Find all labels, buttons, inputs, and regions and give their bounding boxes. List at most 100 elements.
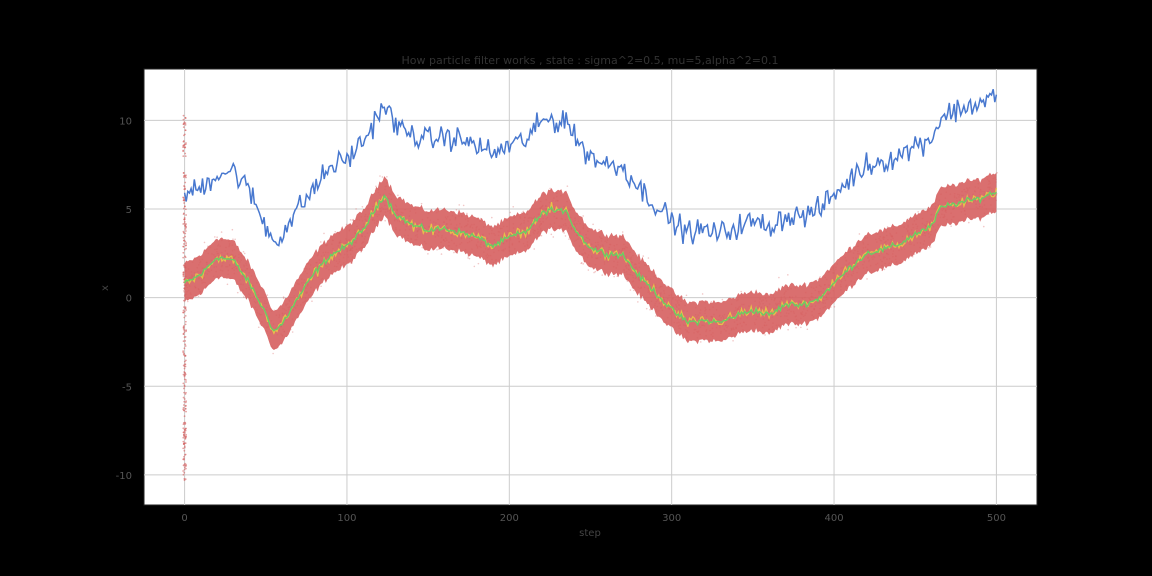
- particle-point: [475, 244, 478, 247]
- particle-point: [647, 289, 650, 291]
- particle-point: [842, 266, 844, 269]
- particle-point: [742, 329, 744, 331]
- particle-point: [682, 324, 685, 326]
- particle-point: [514, 216, 516, 219]
- particle-point: [256, 308, 258, 311]
- particle-point: [322, 251, 325, 254]
- particle-point: [848, 246, 851, 249]
- particle-point: [913, 220, 916, 222]
- particle-point: [800, 301, 802, 303]
- particle-point: [794, 286, 797, 289]
- particle-point: [613, 275, 615, 278]
- particle-point: [377, 188, 380, 191]
- particle-point: [208, 270, 211, 273]
- particle-point: [614, 248, 616, 250]
- particle-point: [951, 208, 954, 211]
- particle-point: [436, 248, 438, 251]
- particle-point: [300, 282, 303, 284]
- particle-point: [186, 290, 188, 293]
- particle-point: [553, 207, 555, 210]
- particle-point: [625, 264, 627, 267]
- particle-point: [226, 252, 229, 255]
- initial-particle-point: [185, 309, 187, 311]
- particle-point: [465, 230, 467, 233]
- particle-point: [704, 310, 706, 312]
- particle-point: [460, 226, 463, 228]
- particle-point: [362, 241, 365, 243]
- particle-point: [626, 273, 628, 276]
- particle-point: [437, 235, 440, 237]
- particle-point: [307, 284, 309, 286]
- particle-point: [802, 315, 805, 318]
- particle-point: [671, 311, 674, 314]
- particle-point: [801, 313, 804, 316]
- particle-point: [722, 318, 725, 320]
- particle-point: [242, 289, 244, 292]
- particle-point: [736, 323, 739, 326]
- particle-point: [575, 228, 578, 231]
- particle-point: [862, 243, 865, 245]
- particle-point: [389, 223, 392, 225]
- particle-point: [565, 224, 567, 227]
- particle-point: [840, 272, 843, 274]
- particle-point: [712, 332, 714, 334]
- particle-point: [989, 182, 991, 184]
- particle-point: [319, 241, 322, 243]
- particle-point: [332, 257, 335, 260]
- particle-point: [233, 272, 236, 275]
- initial-particle-point: [182, 351, 185, 354]
- particle-point: [286, 303, 289, 305]
- particle-point: [520, 222, 523, 225]
- particle-point: [564, 235, 567, 237]
- particle-point: [569, 209, 571, 211]
- particle-point: [845, 273, 848, 275]
- particle-point: [221, 264, 224, 267]
- initial-particle-point: [185, 381, 187, 383]
- particle-point: [338, 241, 341, 243]
- particle-point: [465, 224, 467, 227]
- particle-point: [479, 245, 481, 248]
- particle-point: [405, 225, 408, 228]
- particle-point: [245, 262, 247, 265]
- particle-point: [734, 307, 737, 309]
- initial-particle-point: [182, 447, 185, 450]
- particle-point: [652, 291, 655, 294]
- particle-point: [379, 175, 381, 177]
- initial-particle-point: [182, 176, 185, 178]
- particle-point: [857, 245, 859, 248]
- particle-point: [361, 232, 364, 235]
- particle-point: [459, 243, 461, 245]
- particle-point: [974, 186, 977, 188]
- particle-point: [467, 257, 469, 259]
- particle-point: [866, 248, 869, 251]
- particle-point: [578, 245, 581, 247]
- particle-point: [906, 230, 909, 233]
- initial-particle-point: [183, 449, 186, 452]
- particle-point: [412, 241, 414, 244]
- particle-point: [987, 213, 990, 215]
- particle-point: [889, 232, 891, 235]
- particle-point: [907, 229, 909, 232]
- particle-point: [303, 268, 305, 270]
- particle-point: [670, 294, 672, 296]
- particle-point: [449, 219, 451, 221]
- particle-point: [308, 268, 311, 270]
- particle-point: [686, 310, 689, 313]
- particle-point: [983, 192, 986, 195]
- particle-point: [769, 293, 771, 296]
- particle-point: [693, 332, 695, 334]
- particle-point: [866, 266, 868, 269]
- particle-point: [845, 285, 847, 288]
- particle-point: [352, 218, 355, 221]
- particle-point: [508, 250, 511, 252]
- particle-point: [789, 296, 791, 299]
- particle-point: [894, 258, 897, 261]
- particle-point: [331, 239, 334, 241]
- particle-point: [526, 213, 529, 215]
- particle-point: [476, 245, 479, 248]
- particle-point: [296, 282, 299, 285]
- particle-point: [655, 289, 658, 292]
- particle-point: [856, 271, 858, 274]
- particle-point: [907, 224, 909, 227]
- particle-point: [666, 285, 668, 287]
